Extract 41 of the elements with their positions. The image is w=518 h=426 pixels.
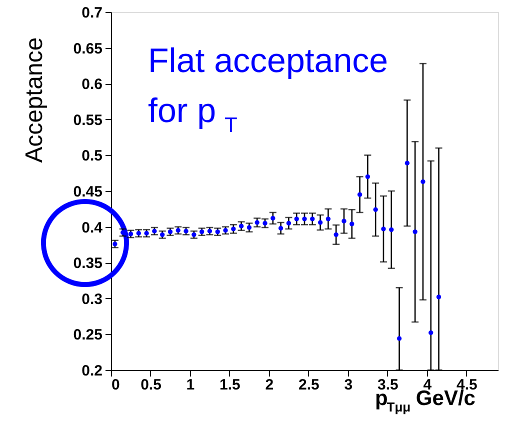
y-tick-label: 0.3: [82, 290, 102, 308]
point: [420, 179, 426, 184]
point: [294, 216, 299, 222]
y-tick-label: 0.6: [82, 76, 102, 94]
x-tick-label: 0.5: [140, 376, 162, 394]
y-tick-label: 0.55: [73, 112, 102, 129]
y-tick-label: 0.65: [73, 40, 102, 58]
y-tick-label: 0.45: [73, 184, 102, 200]
point: [412, 229, 418, 234]
x-tick-label: 2.5: [298, 376, 320, 394]
x-tick-label: 1: [186, 376, 195, 394]
y-tick-label: 0.25: [73, 326, 102, 344]
point: [373, 207, 378, 212]
point: [357, 192, 362, 197]
point: [286, 220, 292, 226]
point: [350, 222, 354, 226]
y-tick-label: 0.4: [82, 219, 104, 236]
point: [428, 330, 434, 336]
point: [365, 174, 370, 180]
y-tick-label: 0.35: [73, 255, 102, 272]
y-tick-label: 0.2: [82, 362, 102, 380]
point: [326, 216, 331, 222]
x-tick-label: 0: [112, 376, 120, 394]
point: [404, 160, 410, 166]
point: [318, 220, 323, 225]
x-tick-label: 3: [344, 376, 353, 394]
point: [278, 226, 284, 231]
y-tick-label: 0.5: [82, 148, 102, 165]
point: [436, 294, 442, 300]
y-tick-label: 0.7: [82, 4, 102, 22]
point: [302, 216, 307, 222]
point: [396, 336, 402, 341]
point: [342, 218, 346, 224]
point: [334, 232, 338, 238]
x-tick-label: 2: [265, 376, 274, 394]
point: [270, 216, 276, 221]
point: [310, 216, 315, 222]
point: [381, 226, 386, 232]
y-axis-title: Acceptance: [21, 37, 48, 163]
point: [389, 227, 394, 232]
x-tick-label: 1.5: [220, 376, 240, 394]
